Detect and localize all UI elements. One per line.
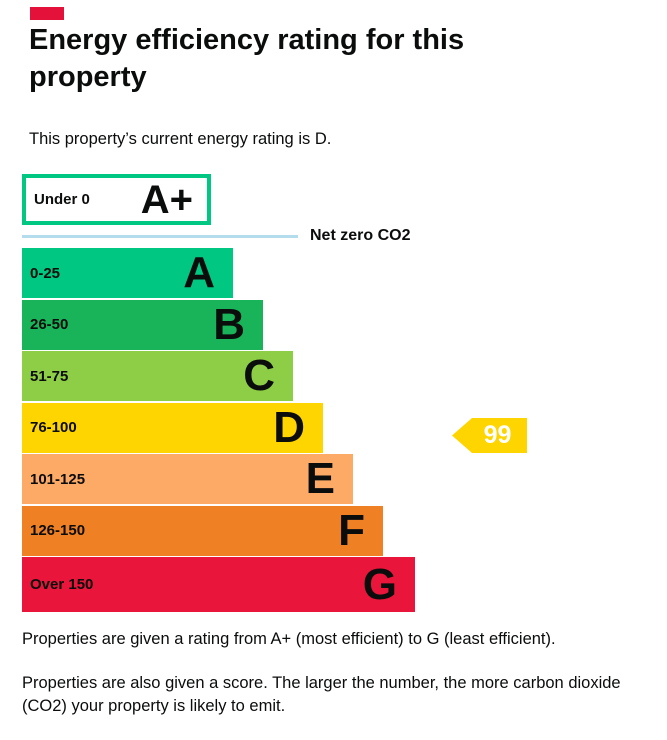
- current-rating-text: This property’s current energy rating is…: [29, 130, 332, 148]
- epc-band-f: 126-150 F: [22, 505, 383, 556]
- band-range-label: 26-50: [30, 316, 69, 333]
- score-explanation-text: Properties are also given a score. The l…: [22, 674, 621, 715]
- band-range-label: 126-150: [30, 522, 86, 539]
- band-letter: C: [243, 351, 275, 400]
- net-zero-line: [22, 235, 298, 238]
- epc-band-c: 51-75 C: [22, 351, 293, 401]
- epc-bands: 0-25 A 26-50 B 51-75 C 76-100 D 101-125 …: [22, 248, 415, 614]
- epc-band-g: Over 150 G: [22, 557, 415, 612]
- epc-band-e: 101-125 E: [22, 454, 353, 504]
- band-range-label: Under 0: [34, 191, 90, 208]
- page-title: Energy efficiency rating for this proper…: [29, 24, 465, 93]
- net-zero-label: Net zero CO2: [310, 227, 411, 244]
- band-range-label: 76-100: [30, 419, 77, 436]
- band-letter: D: [273, 402, 305, 452]
- band-letter: F: [338, 505, 365, 555]
- band-letter: A+: [140, 177, 193, 222]
- epc-rating-chart: Under 0 A+ Net zero CO2 0-25 A 26-50 B 5…: [22, 174, 642, 612]
- current-score-pointer: 99: [452, 418, 527, 453]
- current-score-value: 99: [483, 421, 512, 449]
- epc-band-d: 76-100 D: [22, 402, 323, 453]
- epc-band-a: 0-25 A: [22, 248, 233, 298]
- band-letter: G: [362, 559, 397, 609]
- band-range-label: 101-125: [30, 470, 86, 488]
- band-letter: B: [213, 299, 245, 349]
- band-letter: E: [305, 454, 335, 503]
- band-range-label: Over 150: [30, 576, 94, 593]
- red-marker: [30, 7, 64, 20]
- band-range-label: 51-75: [30, 367, 69, 385]
- band-range-label: 0-25: [30, 264, 61, 282]
- epc-band-a-plus: Under 0 A+: [22, 174, 211, 225]
- epc-band-b: 26-50 B: [22, 299, 263, 350]
- band-letter: A: [183, 248, 215, 297]
- rating-explanation-text: Properties are given a rating from A+ (m…: [22, 630, 556, 648]
